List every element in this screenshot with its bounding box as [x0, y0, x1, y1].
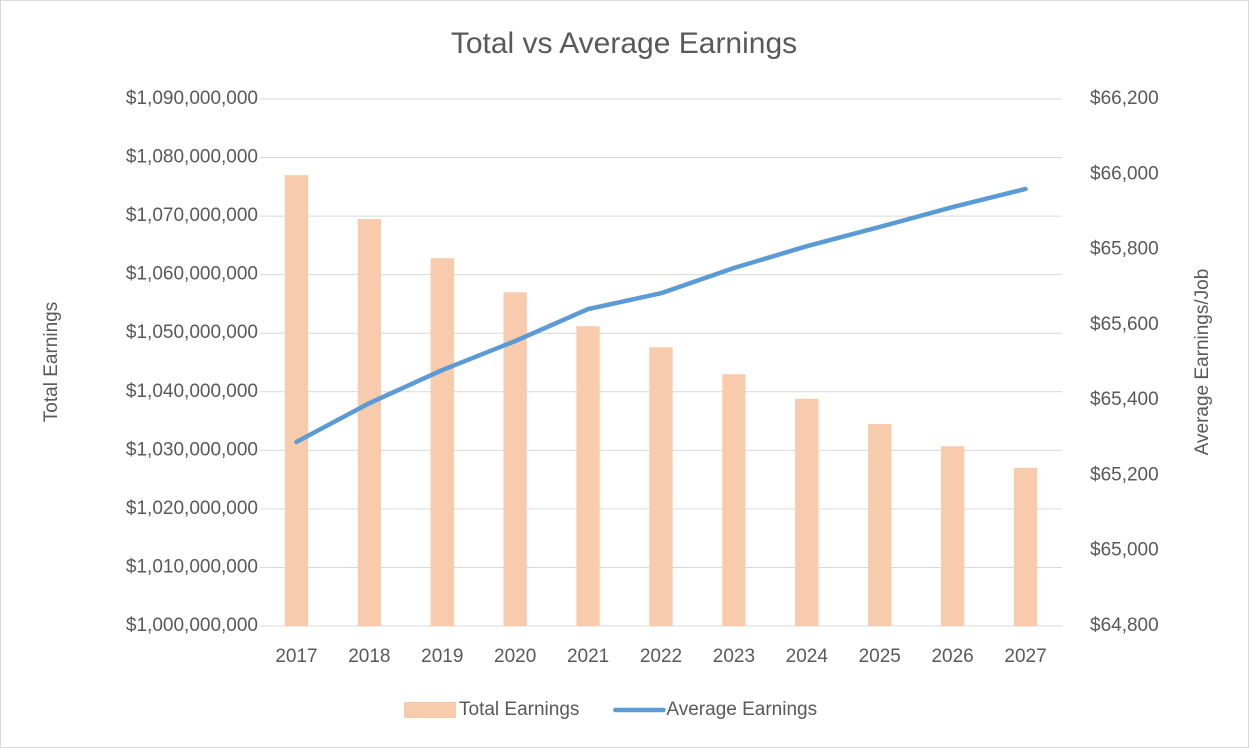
- x-tick-label: 2026: [931, 646, 973, 667]
- line: [294, 186, 1028, 445]
- y-tick-label: $1,070,000,000: [126, 205, 258, 226]
- x-tick-label: 2019: [421, 646, 463, 667]
- bar: [722, 374, 746, 626]
- bar: [503, 292, 527, 626]
- bar: [795, 398, 819, 626]
- bar: [940, 446, 965, 626]
- y-tick-label: $1,060,000,000: [126, 264, 258, 285]
- y2-tick-label: $65,200: [1090, 464, 1159, 485]
- y2-tick-label: $64,800: [1090, 615, 1159, 636]
- bar: [649, 347, 673, 626]
- y-tick-label: $1,030,000,000: [126, 439, 258, 460]
- legend-label: Average Earnings: [666, 699, 817, 720]
- x-tick-label: 2023: [713, 646, 755, 667]
- x-tick-label: 2017: [275, 646, 317, 667]
- x-tick-label: 2024: [786, 646, 829, 667]
- x-tick-label: 2022: [640, 646, 682, 667]
- bar: [284, 175, 309, 626]
- x-tick-label: 2025: [859, 646, 901, 667]
- y2-tick-label: $65,600: [1090, 314, 1159, 335]
- y-tick-label: $1,000,000,000: [126, 615, 258, 636]
- y2-tick-label: $66,200: [1090, 88, 1159, 109]
- bar: [357, 219, 382, 627]
- bar: [1013, 467, 1038, 626]
- x-tick-label: 2018: [348, 646, 390, 667]
- y-tick-label: $1,050,000,000: [126, 322, 258, 343]
- y-tick-label: $1,020,000,000: [126, 498, 258, 519]
- y-axis-label: Total Earnings: [41, 302, 62, 422]
- bar: [430, 258, 454, 626]
- y2-axis-label: Average Earnings/Job: [1192, 269, 1213, 456]
- legend-label: Total Earnings: [459, 699, 579, 720]
- legend-swatch: [404, 702, 456, 718]
- x-tick-label: 2027: [1004, 646, 1046, 667]
- chart-title: Total vs Average Earnings: [451, 27, 797, 60]
- y2-tick-label: $65,800: [1090, 239, 1159, 260]
- y-tick-label: $1,080,000,000: [126, 147, 258, 168]
- y2-tick-label: $65,000: [1090, 540, 1159, 561]
- x-tick-label: 2020: [494, 646, 536, 667]
- bar: [576, 326, 600, 626]
- y2-tick-label: $65,400: [1090, 389, 1159, 410]
- y2-tick-label: $66,000: [1090, 163, 1159, 184]
- y-tick-label: $1,010,000,000: [126, 556, 258, 577]
- x-tick-label: 2021: [567, 646, 609, 667]
- y-tick-label: $1,040,000,000: [126, 381, 258, 402]
- bar: [868, 423, 892, 626]
- y-tick-label: $1,090,000,000: [126, 88, 258, 109]
